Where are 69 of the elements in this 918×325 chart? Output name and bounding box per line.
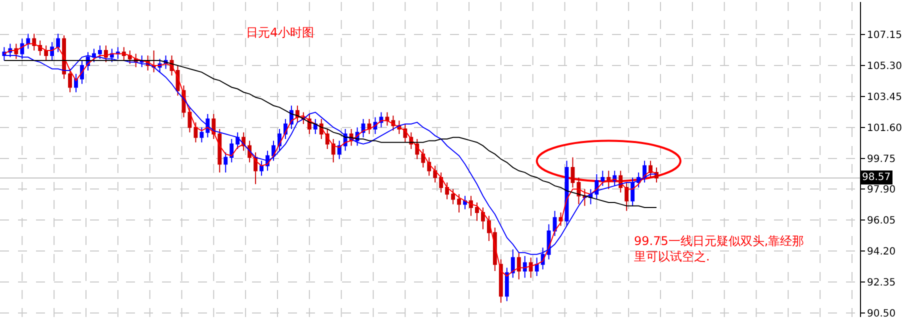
candlestick	[128, 50, 132, 64]
candlestick	[463, 195, 467, 210]
ref-line-label: 98.57	[862, 172, 891, 183]
candlestick	[534, 257, 539, 277]
text: 日元4小时图	[246, 26, 314, 40]
candlestick	[68, 68, 72, 93]
candlestick	[56, 33, 60, 53]
candlestick	[266, 150, 270, 172]
candlestick	[642, 160, 647, 183]
candlestick	[206, 113, 210, 138]
candlestick	[594, 174, 599, 200]
candlestick	[50, 42, 54, 61]
candlestick	[260, 160, 264, 176]
candlestick	[218, 128, 222, 173]
line-series	[4, 60, 658, 208]
y-tick-label: 103.45	[867, 92, 902, 103]
candlestick	[457, 194, 461, 214]
candlestick	[272, 140, 276, 162]
candlestick	[528, 257, 533, 278]
candlestick	[445, 182, 450, 200]
candlestick	[552, 210, 557, 236]
candlestick	[421, 148, 426, 168]
candlestick	[570, 156, 575, 188]
y-tick-label: 90.50	[867, 308, 896, 320]
candlestick	[116, 46, 120, 60]
candlestick	[32, 33, 36, 51]
candlestick	[254, 152, 258, 185]
candlestick	[385, 112, 390, 126]
candlestick	[630, 176, 635, 206]
candlestick	[230, 138, 234, 163]
candlestick	[600, 170, 605, 186]
candlestick	[44, 44, 48, 61]
candlestick	[481, 207, 485, 230]
candlestick	[313, 118, 318, 135]
candlestick	[80, 60, 84, 84]
candlestick	[433, 165, 438, 183]
candlestick	[654, 166, 658, 183]
y-tick-label: 101.60	[867, 122, 902, 134]
y-tick-label: 107.15	[867, 30, 902, 42]
candlestick	[516, 252, 521, 280]
candlestick	[606, 170, 611, 190]
y-tick-label: 92.35	[867, 277, 896, 288]
y-tick-label: 105.30	[867, 61, 902, 72]
candlestick	[152, 50, 156, 73]
candlestick	[451, 188, 456, 205]
candlestick	[224, 152, 228, 173]
candlestick	[200, 126, 204, 143]
candlestick	[582, 188, 587, 206]
y-tick-label: 97.90	[867, 184, 896, 196]
candlestick	[194, 122, 198, 143]
candlestick	[510, 248, 515, 278]
candlestick	[26, 33, 30, 50]
candlestick	[624, 182, 629, 212]
y-tick-label: 94.20	[867, 246, 896, 258]
candlestick	[439, 172, 444, 193]
candlestick	[522, 256, 527, 278]
candlestick	[367, 118, 372, 135]
annotation: 99.75一线日元疑似双头,靠经那里可以试空之.	[634, 234, 804, 264]
candlestick	[331, 138, 336, 163]
candlestick	[236, 132, 240, 150]
candlestick	[74, 73, 78, 93]
candlestick	[14, 43, 18, 60]
y-tick-label: 99.75	[867, 154, 896, 165]
candlestick	[337, 140, 342, 160]
y-tick-label: 96.05	[867, 216, 896, 227]
candlestick	[361, 118, 366, 138]
candlestick	[498, 258, 503, 304]
candlestick	[475, 202, 479, 222]
candlestick	[504, 267, 509, 302]
